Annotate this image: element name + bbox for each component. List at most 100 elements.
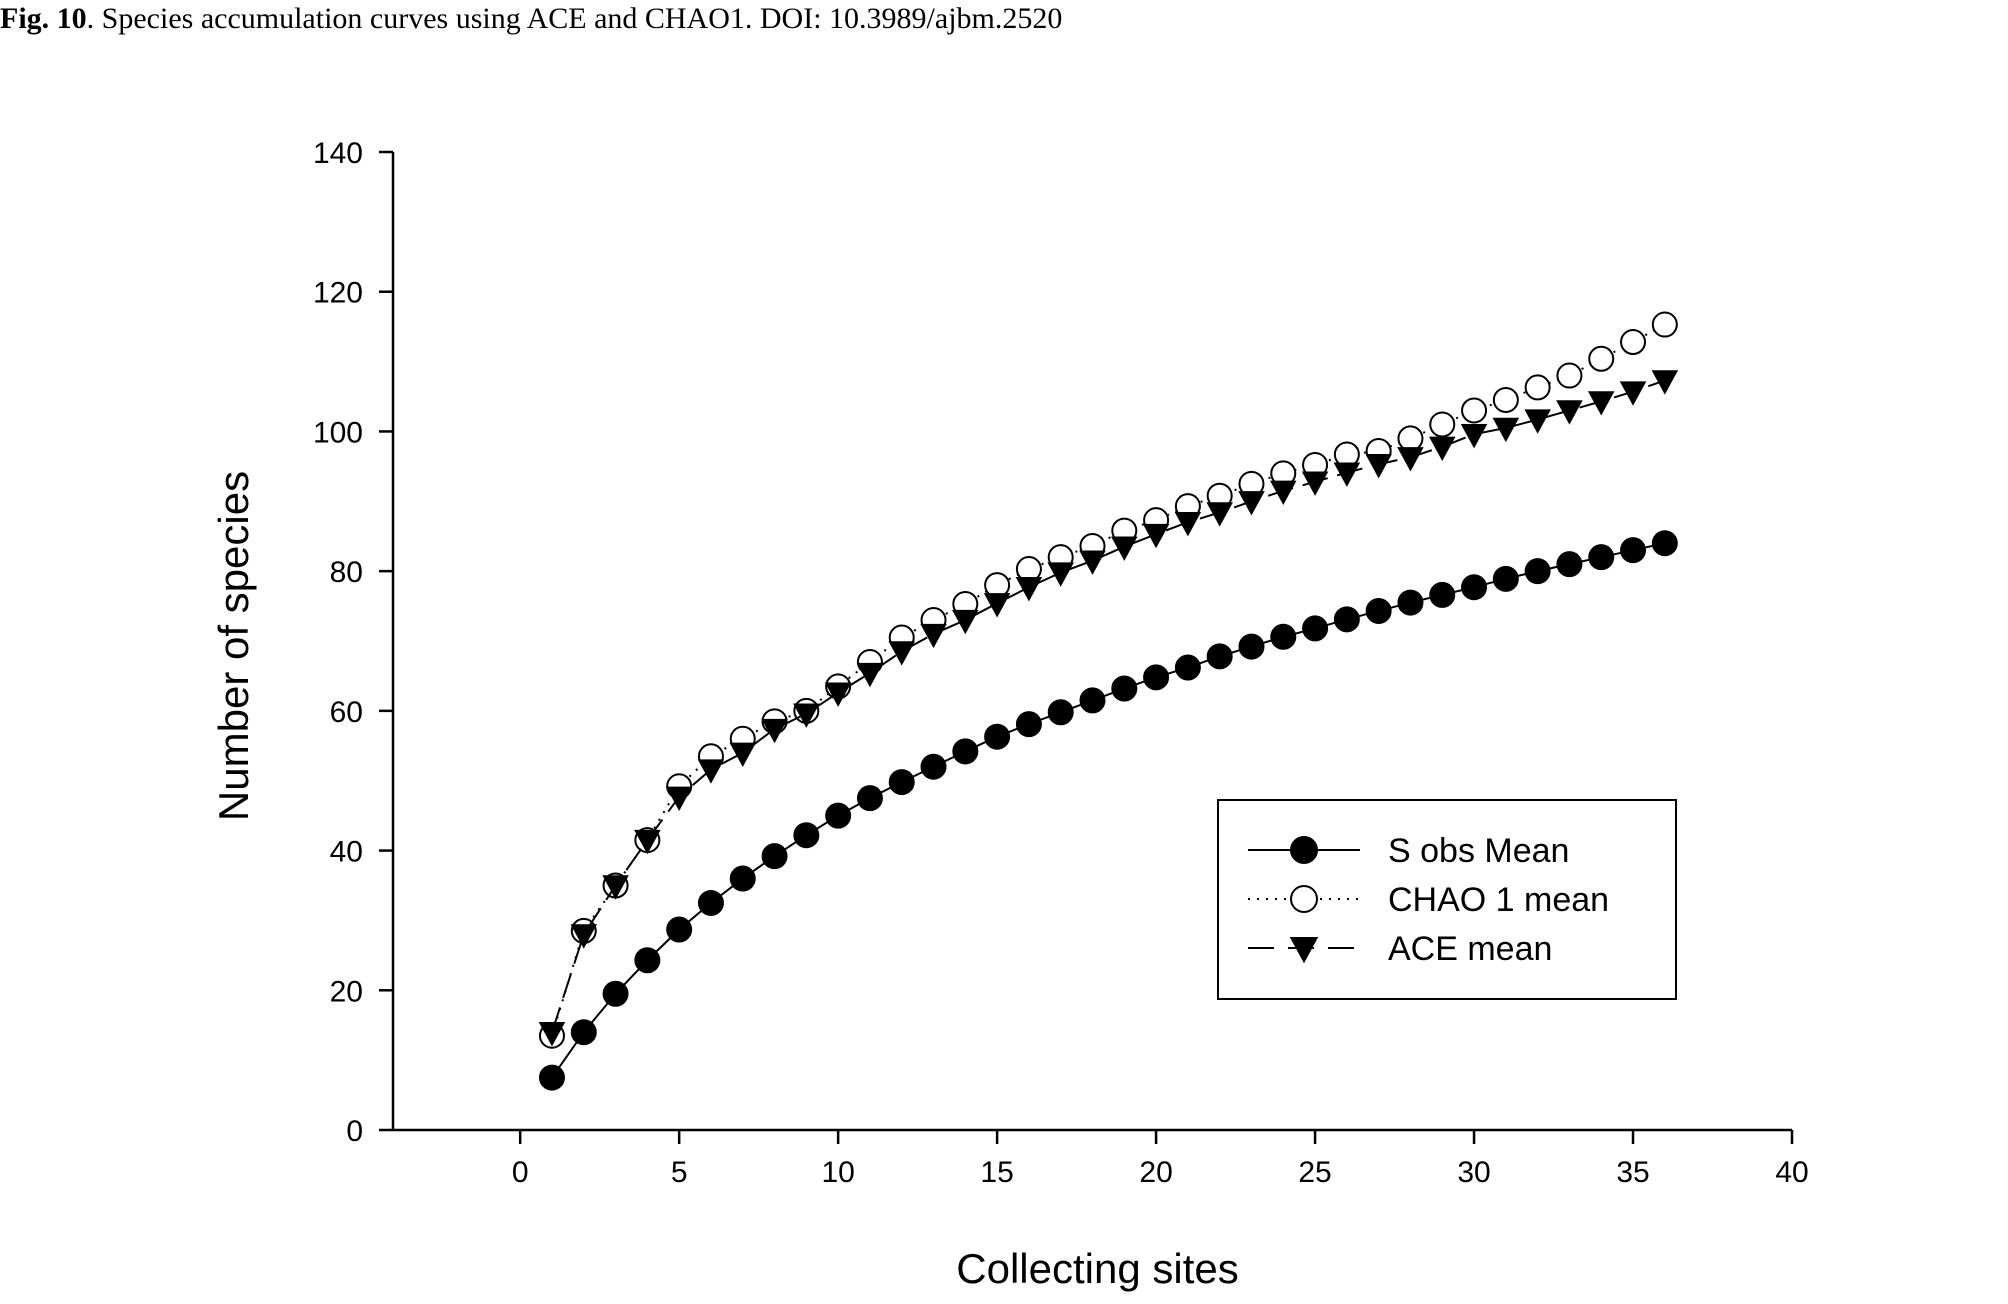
- y-axis-title: Number of species: [210, 471, 257, 821]
- data-point: [793, 703, 820, 728]
- data-point: [729, 865, 756, 892]
- x-tick-label: 5: [671, 1156, 688, 1189]
- data-point: [570, 924, 598, 949]
- data-point: [1524, 409, 1551, 434]
- data-point: [983, 593, 1011, 618]
- data-point: [1111, 536, 1138, 561]
- data-point: [1143, 664, 1170, 691]
- y-tick-label: 20: [330, 975, 363, 1008]
- x-tick-label: 15: [980, 1156, 1013, 1189]
- data-point: [1556, 362, 1583, 389]
- legend-label: CHAO 1 mean: [1388, 881, 1609, 919]
- data-point: [1651, 530, 1678, 557]
- data-point: [888, 641, 915, 666]
- data-point: [1619, 381, 1647, 406]
- data-point: [920, 753, 947, 780]
- series-0: [538, 530, 1678, 1091]
- data-point: [1651, 370, 1679, 395]
- data-point: [1015, 577, 1043, 602]
- y-tick-label: 80: [330, 556, 363, 589]
- data-point: [761, 843, 788, 870]
- data-point: [1524, 558, 1551, 585]
- x-tick-label: 35: [1616, 1156, 1649, 1189]
- data-point: [697, 889, 724, 916]
- data-point: [1397, 425, 1424, 452]
- data-point: [1333, 462, 1361, 487]
- data-point: [1428, 436, 1456, 461]
- data-point: [538, 1064, 565, 1091]
- data-point: [602, 875, 629, 900]
- data-point: [1015, 711, 1042, 738]
- y-tick-label: 60: [330, 696, 363, 729]
- data-point: [1524, 374, 1551, 401]
- data-point: [1492, 386, 1519, 413]
- data-point: [665, 786, 693, 811]
- data-point: [666, 916, 693, 943]
- data-point: [888, 769, 915, 796]
- data-point: [1238, 633, 1265, 660]
- data-point: [602, 980, 629, 1007]
- y-tick-label: 0: [346, 1115, 363, 1148]
- legend-marker: [1290, 836, 1318, 864]
- data-point: [1111, 675, 1138, 702]
- data-point: [952, 738, 979, 765]
- data-point: [1206, 502, 1233, 527]
- data-point: [1047, 562, 1074, 587]
- data-point: [856, 785, 883, 812]
- data-point: [1174, 512, 1202, 537]
- data-point: [1206, 643, 1233, 670]
- data-point: [729, 742, 757, 767]
- series-2: [538, 370, 1679, 1047]
- data-point: [1588, 345, 1615, 372]
- figure-caption-text: . Species accumulation curves using ACE …: [86, 2, 1063, 35]
- legend-label: S obs Mean: [1388, 832, 1569, 870]
- data-point: [920, 623, 947, 649]
- data-point: [570, 1019, 597, 1046]
- data-point: [1492, 565, 1519, 592]
- data-point: [1079, 687, 1106, 714]
- data-point: [1174, 654, 1201, 681]
- data-point: [1397, 589, 1424, 616]
- x-tick-label: 20: [1139, 1156, 1172, 1189]
- x-axis-title: Collecting sites: [956, 1245, 1238, 1292]
- data-point: [1365, 597, 1392, 624]
- data-point: [1333, 606, 1360, 633]
- data-point: [1270, 623, 1297, 650]
- legend: S obs Mean CHAO 1 mean ACE mean: [1217, 799, 1677, 1000]
- y-tick-label: 140: [313, 137, 363, 170]
- data-point: [1492, 417, 1520, 443]
- data-point: [1460, 424, 1488, 449]
- data-point: [793, 822, 820, 849]
- x-tick-label: 30: [1457, 1156, 1490, 1189]
- data-point: [1397, 447, 1424, 472]
- data-point: [1238, 491, 1265, 516]
- series-group: [538, 311, 1679, 1091]
- data-point: [856, 662, 884, 688]
- figure-label: Fig. 10: [0, 2, 87, 35]
- data-point: [1429, 581, 1456, 608]
- legend-label: ACE mean: [1388, 930, 1552, 968]
- data-point: [634, 947, 661, 974]
- y-tick-label: 120: [313, 277, 363, 310]
- data-point: [634, 829, 661, 855]
- data-point: [984, 723, 1011, 750]
- x-tick-label: 0: [512, 1156, 529, 1189]
- data-point: [825, 802, 852, 829]
- data-point: [697, 759, 725, 784]
- y-tick-label: 100: [313, 416, 363, 449]
- data-point: [952, 609, 979, 635]
- axes: 0 20 40 60 80 100 120 140 0 5 10 15 20 25 30 35 40 Collec…: [210, 137, 1809, 1292]
- y-tick-label: 40: [330, 836, 363, 869]
- data-point: [1270, 480, 1297, 505]
- data-point: [1302, 615, 1329, 642]
- data-point: [1079, 550, 1106, 575]
- data-point: [1047, 699, 1074, 726]
- x-tick-label: 25: [1298, 1156, 1331, 1189]
- data-point: [1556, 551, 1583, 578]
- data-point: [1461, 397, 1488, 424]
- data-point: [1429, 411, 1456, 438]
- x-tick-label: 10: [821, 1156, 854, 1189]
- data-point: [761, 718, 788, 744]
- data-point: [1461, 574, 1488, 601]
- legend-marker: [1289, 937, 1319, 964]
